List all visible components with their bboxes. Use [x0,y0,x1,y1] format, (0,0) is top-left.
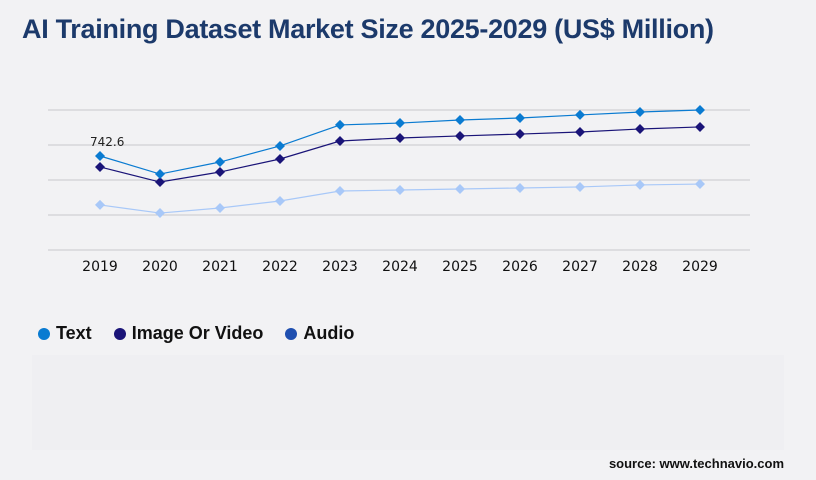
data-point [395,132,405,143]
data-point [515,112,525,123]
data-point [335,119,345,130]
x-tick-label: 2019 [82,259,118,275]
data-point [695,121,705,132]
data-point [275,153,285,164]
data-point [515,129,525,140]
data-point [275,140,285,151]
x-tick-label: 2025 [442,259,478,275]
x-tick-label: 2021 [202,259,238,275]
data-point [695,105,705,115]
x-tick-label: 2024 [382,259,418,275]
data-point [515,182,525,193]
legend-label: Audio [303,323,355,343]
data-point [695,179,705,190]
data-point [575,109,585,120]
legend-label: Text [56,323,92,343]
chart-title: AI Training Dataset Market Size 2025-202… [22,14,714,44]
source-text: source: www.technavio.com [608,456,784,471]
legend: Text Image Or Video Audio [38,323,354,344]
data-point [95,161,105,172]
data-point [455,183,465,194]
data-point [155,169,165,180]
x-tick-label: 2020 [142,259,178,275]
data-point [635,123,645,134]
data-point [455,115,465,125]
data-point [275,196,285,207]
legend-panel [32,355,784,450]
x-tick-label: 2023 [322,259,358,275]
data-point [575,127,585,138]
data-point [335,186,345,197]
legend-marker-icon [113,327,126,340]
data-point [215,167,225,178]
data-point [95,199,105,210]
legend-item: Image Or Video [113,323,264,344]
legend-marker-icon [285,327,298,340]
data-point [95,151,105,161]
legend-item: Audio [285,323,354,344]
line-chart: 2019 2020 2021 2022 2023 2024 2025 2026 2027 2028… [48,105,750,275]
data-point [395,118,405,129]
data-point [155,177,165,188]
data-point [395,185,405,195]
data-point [335,136,345,147]
legend-label: Image Or Video [131,323,264,343]
x-tick-label: 2022 [262,259,298,275]
x-tick-label: 2028 [622,259,658,275]
data-point [575,181,585,192]
data-point [635,107,645,118]
legend-marker-icon [38,327,50,340]
data-point [455,130,465,141]
data-point [635,179,645,190]
data-point [155,208,165,219]
data-point [215,157,225,168]
data-label: 742.6 [90,135,124,149]
x-tick-label: 2029 [682,259,718,275]
legend-item: Text [38,323,92,344]
data-point [215,202,225,213]
x-tick-label: 2027 [562,259,598,275]
x-tick-label: 2026 [502,259,538,275]
